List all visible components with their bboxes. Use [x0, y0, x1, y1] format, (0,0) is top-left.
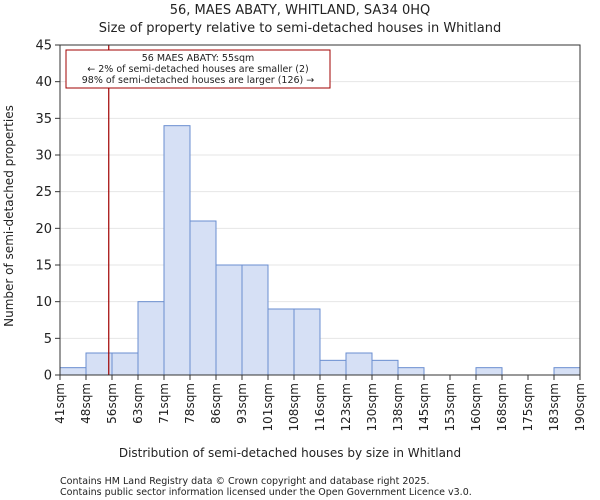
- y-axis-label: Number of semi-detached properties: [2, 105, 16, 327]
- bar: [319, 359, 347, 376]
- x-tick-label: 71sqm: [157, 383, 171, 424]
- bar: [371, 359, 399, 376]
- x-tick-label: 175sqm: [521, 383, 535, 431]
- bar: [293, 308, 321, 376]
- x-axis-ticks: 41sqm 48sqm 56sqm 63sqm 71sqm 78sqm 86sqm 93sqm…: [53, 375, 587, 431]
- annotation-box: 56 MAES ABATY: 55sqm ← 2% of semi-detach…: [65, 49, 331, 89]
- bar: [59, 367, 87, 376]
- x-tick-label: 63sqm: [131, 383, 145, 424]
- gridlines: [60, 81, 580, 339]
- bar: [345, 352, 373, 376]
- x-tick-label: 153sqm: [443, 383, 457, 431]
- chart-title-line2: Size of property relative to semi-detach…: [99, 21, 501, 36]
- x-tick-label: 108sqm: [287, 383, 301, 431]
- x-tick-label: 78sqm: [183, 383, 197, 424]
- annotation-line2: ← 2% of semi-detached houses are smaller…: [87, 64, 308, 75]
- x-tick-label: 48sqm: [79, 383, 93, 424]
- x-axis-label: Distribution of semi-detached houses by …: [119, 446, 461, 460]
- x-tick-label: 183sqm: [547, 383, 561, 431]
- bar: [163, 125, 191, 376]
- bar: [215, 264, 243, 376]
- bar: [267, 308, 295, 376]
- footer-line2: Contains public sector information licen…: [60, 487, 472, 498]
- bar: [189, 220, 217, 376]
- bar: [137, 301, 165, 376]
- x-tick-label: 101sqm: [261, 383, 275, 431]
- bar: [85, 352, 113, 376]
- x-tick-label: 138sqm: [391, 383, 405, 431]
- y-tick-label: 10: [35, 295, 52, 310]
- x-tick-label: 56sqm: [105, 383, 119, 424]
- annotation-line3: 98% of semi-detached houses are larger (…: [82, 75, 315, 86]
- y-tick-label: 25: [35, 185, 52, 200]
- bar: [241, 264, 269, 376]
- footer-line1: Contains HM Land Registry data © Crown c…: [60, 476, 430, 487]
- y-tick-label: 30: [35, 149, 52, 164]
- y-tick-label: 5: [44, 332, 52, 347]
- x-tick-label: 123sqm: [339, 383, 353, 431]
- bar: [553, 367, 581, 376]
- x-tick-label: 190sqm: [573, 383, 587, 431]
- y-tick-label: 0: [44, 369, 52, 384]
- bar: [397, 367, 425, 376]
- x-tick-label: 130sqm: [365, 383, 379, 431]
- bars: [59, 125, 581, 376]
- bar: [475, 367, 503, 376]
- x-tick-label: 41sqm: [53, 383, 67, 424]
- bar: [111, 352, 139, 376]
- annotation-line1: 56 MAES ABATY: 55sqm: [142, 53, 255, 64]
- y-tick-label: 45: [35, 39, 52, 54]
- y-tick-label: 20: [35, 222, 52, 237]
- chart-title-line1: 56, MAES ABATY, WHITLAND, SA34 0HQ: [170, 3, 431, 18]
- x-tick-label: 168sqm: [495, 383, 509, 431]
- x-tick-label: 93sqm: [235, 383, 249, 424]
- y-axis-ticks: 0 5 10 15 20 25 30 35 40 45: [35, 39, 60, 384]
- x-tick-label: 160sqm: [469, 383, 483, 431]
- x-tick-label: 145sqm: [417, 383, 431, 431]
- x-tick-label: 86sqm: [209, 383, 223, 424]
- x-tick-label: 116sqm: [313, 383, 327, 431]
- y-tick-label: 40: [35, 75, 52, 90]
- y-tick-label: 35: [35, 112, 52, 127]
- y-tick-label: 15: [35, 259, 52, 274]
